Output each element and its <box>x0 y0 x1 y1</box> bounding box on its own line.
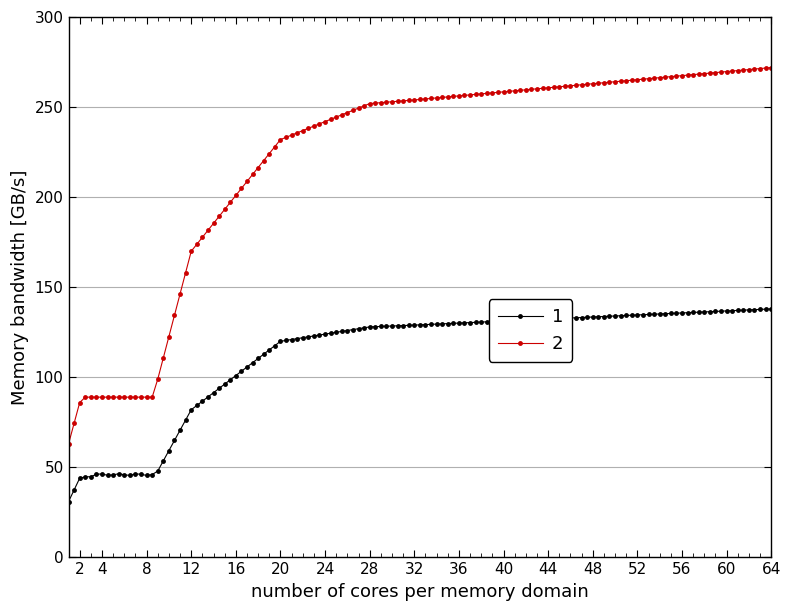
Legend: 1, 2: 1, 2 <box>489 299 573 362</box>
1 <box>510 317 520 324</box>
1 <box>471 319 481 326</box>
2 <box>97 394 107 401</box>
1 <box>482 318 492 326</box>
1 <box>655 310 664 318</box>
2 <box>510 87 520 94</box>
Y-axis label: Memory bandwidth [GB/s]: Memory bandwidth [GB/s] <box>11 170 29 405</box>
1 <box>64 498 74 506</box>
2 <box>64 440 74 447</box>
2 <box>716 69 725 76</box>
Line: 2: 2 <box>66 65 774 446</box>
1 <box>716 307 725 315</box>
2 <box>655 74 664 81</box>
2 <box>482 90 492 97</box>
2 <box>471 91 481 98</box>
1 <box>97 470 107 477</box>
X-axis label: number of cores per memory domain: number of cores per memory domain <box>251 583 588 601</box>
1 <box>767 305 776 313</box>
Line: 1: 1 <box>66 307 774 504</box>
2 <box>767 64 776 71</box>
